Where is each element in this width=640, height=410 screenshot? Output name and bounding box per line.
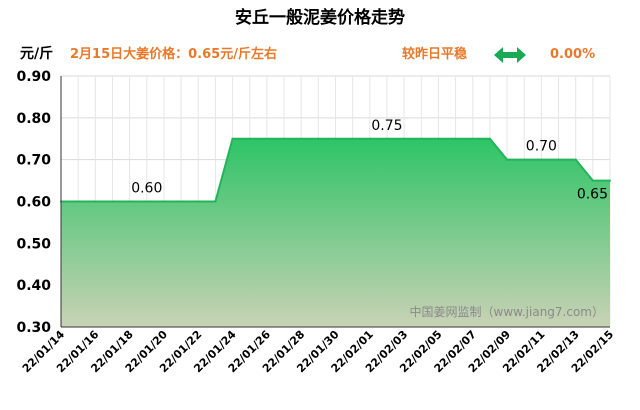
axes xyxy=(60,76,610,328)
unit-label: 元/斤 xyxy=(20,45,53,62)
data-label: 0.65 xyxy=(577,187,608,203)
data-point xyxy=(248,137,251,140)
data-point xyxy=(334,137,337,140)
data-point xyxy=(420,137,423,140)
data-point xyxy=(128,200,131,203)
watermark: 中国姜网监制（www.jiang7.com） xyxy=(410,304,604,319)
data-label: 0.70 xyxy=(526,139,557,155)
y-tick-label: 0.80 xyxy=(16,111,51,127)
data-point xyxy=(265,137,268,140)
price-summary: 2月15日大姜价格：0.65元/斤左右 xyxy=(70,46,277,62)
data-point xyxy=(145,200,148,203)
data-point xyxy=(609,179,611,182)
x-axis-ticks: 22/01/1422/01/1622/01/1822/01/2022/01/22… xyxy=(20,328,616,376)
data-point xyxy=(488,137,491,140)
double-arrow-icon xyxy=(494,47,526,63)
data-point xyxy=(591,179,594,182)
compare-text: 较昨日平稳 xyxy=(402,46,467,62)
y-tick-label: 0.90 xyxy=(16,69,51,85)
area-fill xyxy=(61,138,610,327)
data-point xyxy=(574,158,577,161)
data-point xyxy=(471,137,474,140)
data-labels: 0.60 0.75 0.70 0.65 xyxy=(131,118,608,203)
data-point xyxy=(197,200,200,203)
data-point xyxy=(283,137,286,140)
data-point xyxy=(403,137,406,140)
change-percent: 0.00% xyxy=(550,47,595,62)
data-point xyxy=(317,137,320,140)
data-point xyxy=(385,137,388,140)
data-point xyxy=(94,200,97,203)
data-point xyxy=(162,200,165,203)
data-point xyxy=(437,137,440,140)
data-point xyxy=(180,200,183,203)
data-point xyxy=(557,158,560,161)
data-point xyxy=(506,158,509,161)
data-point xyxy=(111,200,114,203)
data-point xyxy=(231,137,234,140)
area-series xyxy=(60,137,611,327)
y-tick-label: 0.30 xyxy=(16,320,51,336)
data-point xyxy=(214,200,217,203)
data-point xyxy=(300,137,303,140)
data-point xyxy=(77,200,80,203)
y-axis-ticks: 0.30 0.40 0.50 0.60 0.70 0.80 0.90 xyxy=(16,69,51,336)
y-tick-label: 0.70 xyxy=(16,153,51,169)
data-point xyxy=(540,158,543,161)
chart-title: 安丘一般泥姜价格走势 xyxy=(235,7,405,28)
data-label: 0.75 xyxy=(371,118,402,134)
data-point xyxy=(523,158,526,161)
y-tick-label: 0.50 xyxy=(16,236,51,252)
data-point xyxy=(454,137,457,140)
data-point xyxy=(368,137,371,140)
data-label: 0.60 xyxy=(131,181,162,197)
data-point xyxy=(351,137,354,140)
y-tick-label: 0.40 xyxy=(16,278,51,294)
y-tick-label: 0.60 xyxy=(16,195,51,211)
